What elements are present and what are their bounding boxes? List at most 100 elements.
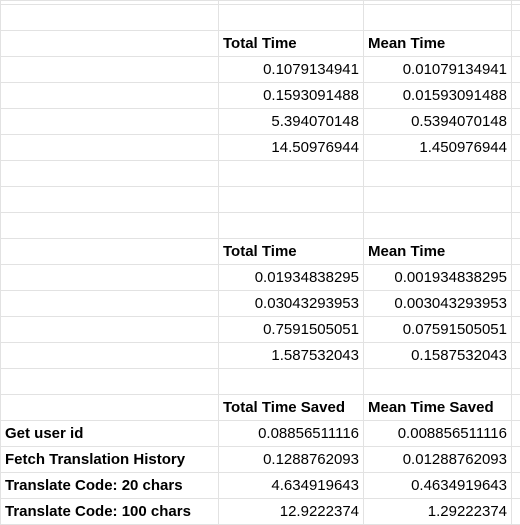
- table3-row-label[interactable]: Fetch Translation History: [0, 446, 219, 473]
- cell[interactable]: [511, 238, 520, 265]
- cell[interactable]: [218, 4, 364, 31]
- table2-mean-cell[interactable]: 0.001934838295: [363, 264, 512, 291]
- grid-row: [0, 368, 520, 395]
- table3-total-cell[interactable]: 12.9222374: [218, 498, 364, 525]
- table1-mean-cell[interactable]: 0.5394070148: [363, 108, 512, 135]
- table1-row: 14.50976944 1.450976944: [0, 134, 520, 161]
- table2-total-cell[interactable]: 0.03043293953: [218, 290, 364, 317]
- cell[interactable]: [511, 290, 520, 317]
- cell[interactable]: [363, 368, 512, 395]
- cell[interactable]: [0, 56, 219, 83]
- cell[interactable]: [0, 316, 219, 343]
- table2-mean-cell[interactable]: 0.07591505051: [363, 316, 512, 343]
- cell[interactable]: [0, 342, 219, 369]
- table2-row: 0.03043293953 0.003043293953: [0, 290, 520, 317]
- table3-total-cell[interactable]: 0.08856511116: [218, 420, 364, 447]
- cell[interactable]: [511, 342, 520, 369]
- cell[interactable]: [0, 238, 219, 265]
- cell[interactable]: [0, 160, 219, 187]
- table2-row: 1.587532043 0.1587532043: [0, 342, 520, 369]
- table2-total-cell[interactable]: 1.587532043: [218, 342, 364, 369]
- table1-row: 0.1593091488 0.01593091488: [0, 82, 520, 109]
- table3-total-cell[interactable]: 4.634919643: [218, 472, 364, 499]
- table3-total-cell[interactable]: 0.1288762093: [218, 446, 364, 473]
- cell[interactable]: [511, 56, 520, 83]
- cell[interactable]: [363, 212, 512, 239]
- table3-mean-cell[interactable]: 1.29222374: [363, 498, 512, 525]
- cell[interactable]: [511, 212, 520, 239]
- cell[interactable]: [363, 160, 512, 187]
- cell[interactable]: [0, 186, 219, 213]
- table3-mean-cell[interactable]: 0.008856511116: [363, 420, 512, 447]
- cell[interactable]: [0, 108, 219, 135]
- cell[interactable]: [511, 186, 520, 213]
- cell[interactable]: [511, 30, 520, 57]
- cell[interactable]: [0, 290, 219, 317]
- cell[interactable]: [218, 160, 364, 187]
- table1-row: 0.1079134941 0.01079134941: [0, 56, 520, 83]
- cell[interactable]: [363, 186, 512, 213]
- table1-header-mean-time[interactable]: Mean Time: [363, 30, 512, 57]
- table2-total-cell[interactable]: 0.7591505051: [218, 316, 364, 343]
- cell[interactable]: [218, 212, 364, 239]
- cell[interactable]: [0, 368, 219, 395]
- grid-row: [0, 212, 520, 239]
- table1-row: 5.394070148 0.5394070148: [0, 108, 520, 135]
- table2-header-total-time[interactable]: Total Time: [218, 238, 364, 265]
- table3-row: Translate Code: 100 chars 12.9222374 1.2…: [0, 498, 520, 525]
- table3-mean-cell[interactable]: 0.4634919643: [363, 472, 512, 499]
- cell[interactable]: [511, 498, 520, 525]
- table1-header-row: Total Time Mean Time: [0, 30, 520, 57]
- table3-row-label[interactable]: Translate Code: 100 chars: [0, 498, 219, 525]
- table2-row: 0.7591505051 0.07591505051: [0, 316, 520, 343]
- cell[interactable]: [511, 108, 520, 135]
- table2-header-mean-time[interactable]: Mean Time: [363, 238, 512, 265]
- cell[interactable]: [0, 264, 219, 291]
- cell[interactable]: [511, 4, 520, 31]
- cell[interactable]: [511, 420, 520, 447]
- cell[interactable]: [0, 212, 219, 239]
- table2-mean-cell[interactable]: 0.003043293953: [363, 290, 512, 317]
- table2-total-cell[interactable]: 0.01934838295: [218, 264, 364, 291]
- cell[interactable]: [511, 446, 520, 473]
- cell[interactable]: [0, 30, 219, 57]
- table2-row: 0.01934838295 0.001934838295: [0, 264, 520, 291]
- cell[interactable]: [511, 82, 520, 109]
- table1-total-cell[interactable]: 5.394070148: [218, 108, 364, 135]
- table3-header-total-time-saved[interactable]: Total Time Saved: [218, 394, 364, 421]
- cell[interactable]: [0, 134, 219, 161]
- grid-row: [0, 160, 520, 187]
- cell[interactable]: [0, 4, 219, 31]
- cell[interactable]: [511, 264, 520, 291]
- table1-mean-cell[interactable]: 0.01079134941: [363, 56, 512, 83]
- cell[interactable]: [511, 394, 520, 421]
- table1-total-cell[interactable]: 0.1593091488: [218, 82, 364, 109]
- table1-total-cell[interactable]: 14.50976944: [218, 134, 364, 161]
- cell[interactable]: [511, 368, 520, 395]
- table3-header-mean-time-saved[interactable]: Mean Time Saved: [363, 394, 512, 421]
- cell[interactable]: [511, 472, 520, 499]
- cell[interactable]: [511, 160, 520, 187]
- table3-row: Get user id 0.08856511116 0.008856511116: [0, 420, 520, 447]
- cell[interactable]: [218, 368, 364, 395]
- cell[interactable]: [511, 134, 520, 161]
- table1-mean-cell[interactable]: 1.450976944: [363, 134, 512, 161]
- table3-row-label[interactable]: Get user id: [0, 420, 219, 447]
- cell[interactable]: [0, 394, 219, 421]
- table1-total-cell[interactable]: 0.1079134941: [218, 56, 364, 83]
- table3-row-label[interactable]: Translate Code: 20 chars: [0, 472, 219, 499]
- table1-header-total-time[interactable]: Total Time: [218, 30, 364, 57]
- cell[interactable]: [511, 316, 520, 343]
- table2-mean-cell[interactable]: 0.1587532043: [363, 342, 512, 369]
- grid-row: [0, 4, 520, 31]
- table3-row: Translate Code: 20 chars 4.634919643 0.4…: [0, 472, 520, 499]
- table2-header-row: Total Time Mean Time: [0, 238, 520, 265]
- cell[interactable]: [218, 186, 364, 213]
- table3-mean-cell[interactable]: 0.01288762093: [363, 446, 512, 473]
- table1-mean-cell[interactable]: 0.01593091488: [363, 82, 512, 109]
- cell[interactable]: [0, 82, 219, 109]
- cell[interactable]: [363, 4, 512, 31]
- table3-header-row: Total Time Saved Mean Time Saved: [0, 394, 520, 421]
